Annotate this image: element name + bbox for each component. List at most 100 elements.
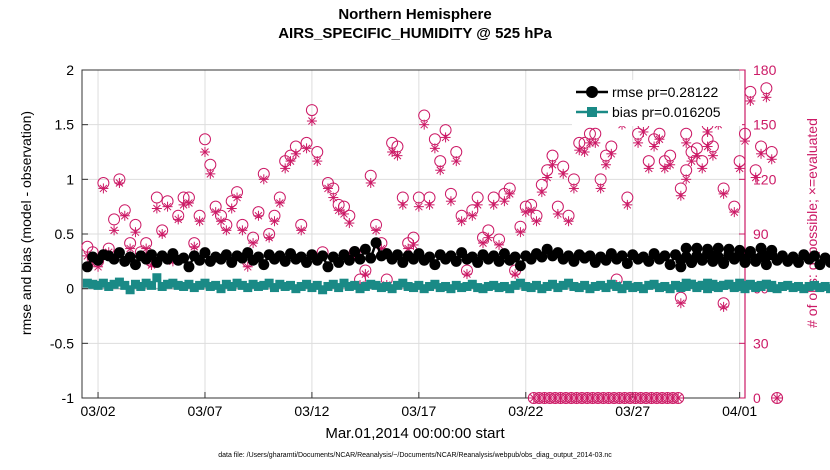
bias-marker [398, 278, 408, 288]
bias-marker [687, 279, 697, 289]
x-tick-label: 03/22 [508, 403, 543, 419]
bias-marker [767, 280, 777, 290]
bias-marker [227, 281, 237, 291]
bias-marker [788, 283, 798, 293]
bias-marker [163, 279, 173, 289]
evaluated-obs-marker [675, 190, 686, 201]
evaluated-obs-marker [114, 177, 125, 188]
evaluated-obs-marker [756, 148, 767, 159]
evaluated-obs-marker [504, 188, 515, 199]
bias-marker [740, 280, 750, 290]
bias-marker [553, 283, 563, 293]
bias-marker [515, 278, 525, 288]
bias-marker [232, 278, 242, 288]
evaluated-obs-marker [707, 150, 718, 161]
evaluated-obs-marker [702, 126, 713, 137]
bias-marker [360, 281, 370, 291]
legend-rmse-label: rmse pr=0.28122 [612, 84, 718, 100]
bias-marker [697, 280, 707, 290]
bias-marker [692, 281, 702, 291]
evaluated-obs-marker [322, 183, 333, 194]
rmse-marker [659, 250, 671, 262]
evaluated-obs-marker [638, 126, 649, 137]
bias-marker [526, 283, 536, 293]
bias-marker [628, 283, 638, 293]
evaluated-obs-marker [328, 192, 339, 203]
bias-marker [489, 280, 499, 290]
legend-box [572, 80, 742, 126]
rmse-marker [424, 251, 436, 263]
bias-marker [783, 280, 793, 290]
bias-marker [419, 284, 429, 294]
evaluated-obs-marker [542, 172, 553, 183]
bias-marker [318, 285, 328, 295]
bias-marker [622, 280, 632, 290]
bias-marker [323, 281, 333, 291]
evaluated-obs-marker [338, 208, 349, 219]
rmse-marker [723, 243, 735, 255]
evaluated-obs-marker [718, 188, 729, 199]
bias-marker [189, 283, 199, 293]
evaluated-obs-marker [226, 203, 237, 214]
evaluated-obs-marker [157, 229, 168, 239]
bias-marker [376, 283, 386, 293]
evaluated-obs-marker [413, 201, 424, 212]
evaluated-obs-marker [253, 210, 264, 221]
evaluated-obs-marker [456, 216, 467, 227]
legend-bias-marker [587, 107, 597, 117]
rmse-marker [252, 251, 264, 263]
evaluated-obs-marker [344, 218, 355, 229]
rmse-marker [391, 249, 403, 261]
bias-marker [756, 280, 766, 290]
rmse-marker [686, 256, 698, 268]
rmse-marker [242, 247, 254, 259]
bias-marker [644, 280, 654, 290]
evaluated-obs-marker [269, 216, 280, 227]
evaluated-obs-marker [440, 132, 451, 143]
bias-marker [654, 283, 664, 293]
rmse-marker [760, 259, 772, 271]
bias-marker [88, 279, 98, 289]
bias-marker [414, 280, 424, 290]
bias-marker [826, 284, 830, 294]
x-tick-label: 03/17 [401, 403, 436, 419]
evaluated-obs-marker [643, 163, 654, 174]
bias-marker [430, 279, 440, 289]
bias-marker [580, 280, 590, 290]
rmse-marker [354, 253, 366, 265]
bias-marker [93, 280, 103, 290]
bias-marker [339, 278, 349, 288]
bias-marker [708, 279, 718, 289]
rmse-marker [322, 261, 334, 273]
bias-marker [334, 283, 344, 293]
bias-marker [269, 283, 279, 293]
evaluated-obs-marker [285, 156, 296, 167]
evaluated-obs-marker [221, 225, 232, 236]
evaluated-obs-marker [510, 269, 521, 280]
evaluated-obs-marker [451, 156, 462, 167]
evaluated-obs-marker [702, 141, 713, 152]
evaluated-obs-marker [673, 393, 684, 403]
bias-marker [537, 284, 547, 294]
bias-marker [275, 279, 285, 289]
rmse-marker [616, 250, 628, 262]
bias-marker [713, 281, 723, 291]
bias-marker [462, 281, 472, 291]
bias-marker [125, 285, 135, 295]
bias-marker [761, 279, 771, 289]
y2-tick-label: 150 [753, 117, 777, 133]
bias-marker [264, 278, 274, 288]
evaluated-obs-marker [312, 156, 323, 167]
bias-marker [617, 284, 627, 294]
evaluated-obs-marker [697, 163, 708, 174]
evaluated-obs-marker [675, 298, 686, 309]
evaluated-obs-marker [290, 148, 301, 159]
bias-marker [216, 284, 226, 294]
rmse-marker [124, 251, 136, 263]
x-tick-label: 03/02 [81, 403, 116, 419]
bias-marker [157, 281, 167, 291]
bias-marker [494, 283, 504, 293]
bias-marker [253, 281, 263, 291]
evaluated-obs-marker [162, 201, 173, 212]
